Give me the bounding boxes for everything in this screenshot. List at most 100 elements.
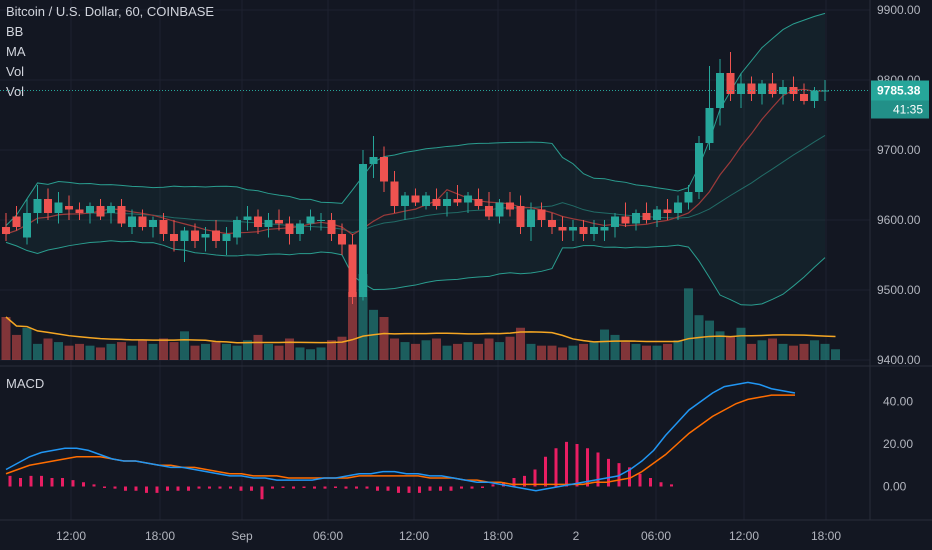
candle[interactable]	[642, 202, 651, 224]
volume-bar	[148, 343, 158, 360]
candle[interactable]	[590, 220, 598, 241]
volume-bar	[127, 345, 137, 360]
indicator-vol-1[interactable]: Vol	[6, 64, 25, 79]
candle[interactable]	[149, 216, 157, 238]
macd-histogram-bar	[40, 475, 43, 487]
candle[interactable]	[758, 80, 766, 105]
candle[interactable]	[243, 206, 252, 231]
candle[interactable]	[485, 192, 493, 220]
candle[interactable]	[33, 185, 42, 224]
candle[interactable]	[516, 195, 525, 235]
candle[interactable]	[96, 199, 105, 220]
candle[interactable]	[726, 52, 735, 101]
candle[interactable]	[23, 199, 31, 245]
candle[interactable]	[180, 227, 189, 262]
candle[interactable]	[390, 171, 399, 213]
candle[interactable]	[464, 192, 472, 213]
candle[interactable]	[705, 66, 714, 150]
candle-body	[506, 202, 514, 210]
candle[interactable]	[453, 185, 462, 206]
candle[interactable]	[296, 220, 304, 241]
candle[interactable]	[474, 188, 483, 210]
volume-bars	[1, 274, 840, 360]
candle[interactable]	[201, 227, 210, 252]
volume-bar	[390, 338, 399, 360]
candle[interactable]	[117, 199, 126, 227]
candle-body	[327, 220, 336, 234]
candle-body	[548, 220, 556, 227]
candle[interactable]	[44, 188, 52, 221]
candle[interactable]	[369, 136, 378, 178]
candle[interactable]	[254, 209, 262, 235]
macd-histogram-bar	[176, 486, 180, 491]
candle[interactable]	[432, 188, 441, 210]
candle[interactable]	[338, 223, 346, 256]
candle[interactable]	[327, 213, 336, 241]
candle[interactable]	[663, 199, 672, 220]
candle[interactable]	[569, 220, 577, 241]
indicator-macd[interactable]: MACD	[6, 376, 45, 391]
candle[interactable]	[348, 234, 357, 304]
candle[interactable]	[443, 192, 451, 217]
indicator-vol-2[interactable]: Vol	[6, 84, 25, 99]
candle[interactable]	[86, 202, 94, 224]
candle[interactable]	[212, 220, 220, 248]
candle[interactable]	[800, 83, 808, 105]
candle[interactable]	[233, 216, 241, 245]
candle[interactable]	[653, 206, 661, 227]
candle[interactable]	[359, 150, 367, 301]
candle[interactable]	[306, 209, 315, 231]
indicator-ma[interactable]: MA	[6, 44, 26, 59]
candle[interactable]	[632, 209, 640, 231]
candle[interactable]	[401, 192, 409, 220]
candle[interactable]	[611, 213, 619, 238]
candle[interactable]	[191, 223, 199, 249]
candle[interactable]	[222, 227, 231, 255]
candle[interactable]	[170, 220, 178, 252]
macd-histogram-bar	[512, 478, 516, 487]
candle[interactable]	[674, 195, 682, 221]
volume-bar	[726, 336, 735, 360]
candle[interactable]	[558, 216, 567, 242]
volume-bar	[579, 343, 588, 360]
candle[interactable]	[548, 213, 556, 234]
candle[interactable]	[285, 216, 294, 245]
candle[interactable]	[65, 195, 73, 221]
symbol-title[interactable]: Bitcoin / U.S. Dollar, 60, COINBASE	[6, 4, 215, 19]
candle[interactable]	[128, 209, 136, 235]
candle[interactable]	[506, 192, 514, 217]
candle[interactable]	[317, 213, 325, 231]
volume-bar	[810, 340, 819, 360]
candle-body	[674, 202, 682, 213]
candle[interactable]	[275, 209, 283, 231]
volume-bar	[610, 334, 620, 360]
candle[interactable]	[107, 202, 115, 224]
indicator-bb[interactable]: BB	[6, 24, 24, 39]
candle[interactable]	[411, 188, 420, 207]
candle[interactable]	[54, 192, 63, 224]
price-tick-label: 9900.00	[877, 3, 921, 17]
candle[interactable]	[810, 87, 819, 108]
candle[interactable]	[579, 220, 588, 241]
candle[interactable]	[75, 202, 84, 221]
candle[interactable]	[138, 209, 147, 231]
candle[interactable]	[600, 220, 609, 241]
volume-bar	[180, 331, 189, 360]
candle[interactable]	[159, 213, 168, 241]
candle[interactable]	[2, 213, 10, 241]
candle[interactable]	[12, 206, 21, 231]
candle[interactable]	[495, 199, 504, 224]
macd-histogram-bar	[376, 486, 379, 491]
candle[interactable]	[695, 136, 703, 199]
candle[interactable]	[621, 202, 630, 228]
candle[interactable]	[747, 76, 756, 102]
candle[interactable]	[527, 202, 535, 242]
candle[interactable]	[537, 202, 546, 228]
candle[interactable]	[768, 73, 777, 98]
candle[interactable]	[264, 213, 273, 238]
candle[interactable]	[684, 185, 693, 210]
candle[interactable]	[789, 76, 798, 102]
candle[interactable]	[422, 192, 430, 210]
candle[interactable]	[380, 146, 388, 193]
